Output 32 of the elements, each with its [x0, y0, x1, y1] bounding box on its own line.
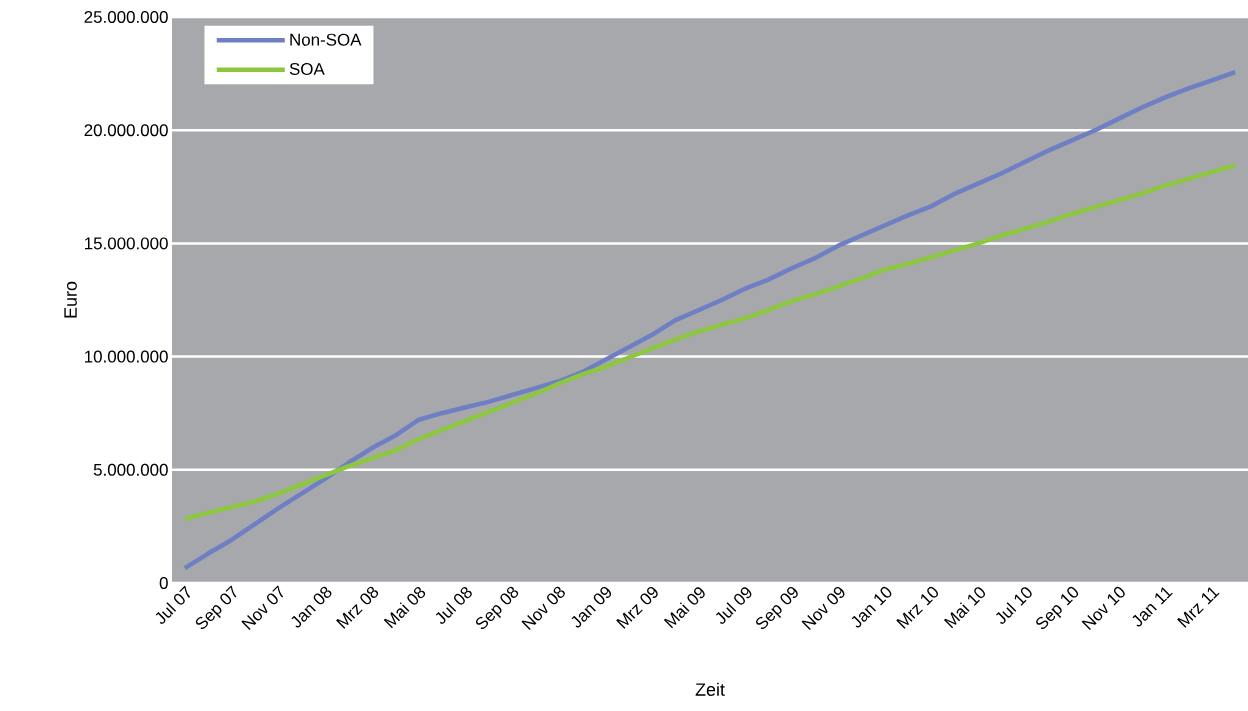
- y-tick-label: 0: [159, 577, 168, 589]
- x-tick-label: Jul 10: [996, 587, 1032, 624]
- x-tick-label: Mrz 08: [336, 586, 379, 629]
- x-tick-label: Jan 09: [571, 586, 612, 628]
- x-tick-label: Nov 08: [521, 586, 565, 631]
- y-axis-title: Euro: [64, 281, 77, 318]
- x-tick-label: Mrz 10: [896, 586, 939, 629]
- x-tick-label: Jul 09: [715, 587, 752, 624]
- x-tick-label: Sep 07: [195, 585, 237, 630]
- x-tick-label: Jan 11: [1132, 587, 1173, 627]
- legend-label: SOA: [289, 62, 325, 75]
- y-tick-label: 20.000.000: [84, 124, 168, 137]
- x-tick-label: Mrz 11: [1177, 587, 1220, 628]
- x-tick-label: Sep 08: [475, 586, 519, 630]
- legend-label: Non-SOA: [290, 33, 362, 46]
- x-tick-label: Jul 08: [435, 587, 472, 624]
- x-tick-label: Jan 08: [291, 586, 332, 628]
- x-tick-label: Mai 10: [943, 587, 986, 629]
- x-tick-label: Nov 09: [801, 586, 845, 631]
- y-tick-label: 5.000.000: [93, 463, 168, 476]
- x-tick-label: Sep 09: [756, 586, 798, 630]
- y-tick-label: 15.000.000: [85, 237, 168, 250]
- y-tick-label: 10.000.000: [85, 350, 168, 363]
- x-tick-label: Sep 10: [1036, 586, 1079, 630]
- x-tick-label: Mai 08: [383, 587, 426, 629]
- x-tick-label: Nov 10: [1081, 586, 1125, 631]
- x-tick-label: Mai 09: [663, 587, 705, 629]
- x-tick-label: Mrz 09: [616, 586, 658, 629]
- x-tick-label: Nov 07: [241, 585, 284, 631]
- x-tick-label: Jan 10: [851, 586, 892, 628]
- x-axis-title: Zeit: [695, 682, 725, 696]
- y-tick-label: 25.000.000: [84, 11, 168, 23]
